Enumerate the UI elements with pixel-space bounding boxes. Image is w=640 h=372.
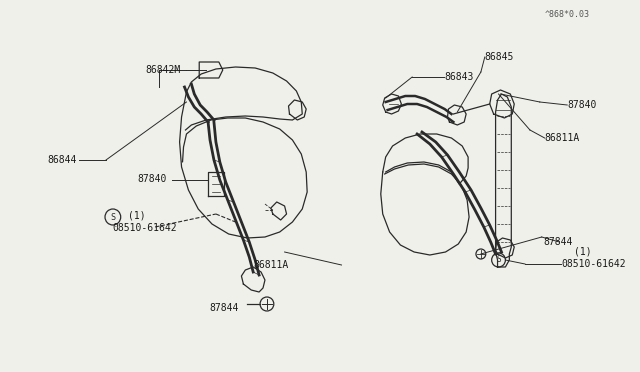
Text: 87844: 87844 xyxy=(543,237,573,247)
Text: 86843: 86843 xyxy=(445,72,474,82)
Text: 86844: 86844 xyxy=(47,155,77,165)
Text: (1): (1) xyxy=(574,247,592,257)
Text: 87840: 87840 xyxy=(138,174,167,184)
Text: S: S xyxy=(496,256,501,264)
Text: 86811A: 86811A xyxy=(545,133,580,143)
Text: 87840: 87840 xyxy=(567,100,596,110)
Text: 87844: 87844 xyxy=(209,303,239,313)
Text: (1): (1) xyxy=(127,210,145,220)
Text: ^868*0.03: ^868*0.03 xyxy=(545,10,589,19)
Text: S: S xyxy=(110,212,115,221)
Text: 86845: 86845 xyxy=(484,52,514,62)
Text: 86811A: 86811A xyxy=(253,260,289,270)
Text: 08510-61642: 08510-61642 xyxy=(113,223,177,233)
Text: 08510-61642: 08510-61642 xyxy=(561,259,626,269)
Text: 86842M: 86842M xyxy=(145,65,180,75)
